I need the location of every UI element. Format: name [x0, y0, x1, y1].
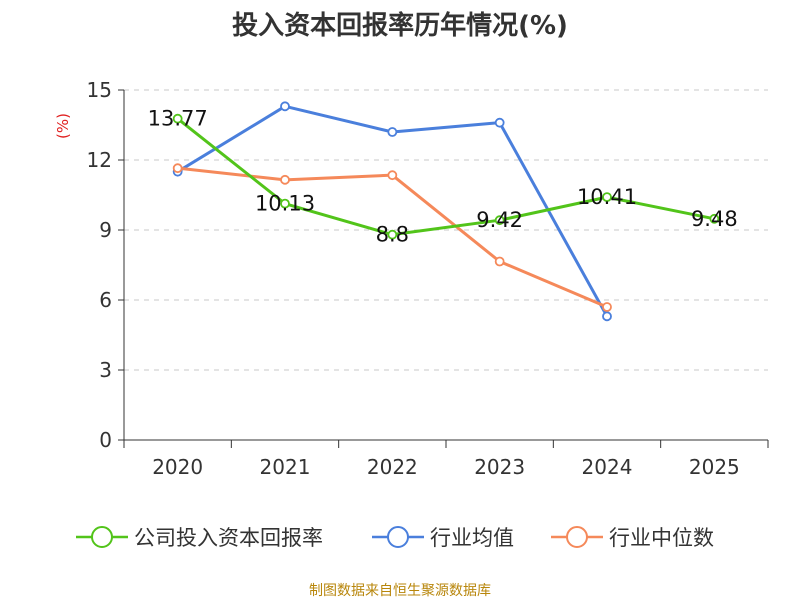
series-point-2	[280, 174, 290, 185]
series-point-0	[709, 213, 720, 224]
data-label: 9.42	[476, 208, 523, 232]
legend-marker	[387, 526, 409, 548]
y-axis-unit: (%)	[54, 113, 72, 139]
series-point-0	[494, 215, 505, 226]
data-label: 8.8	[376, 223, 409, 247]
series-point-2	[387, 170, 398, 181]
legend-label: 行业均值	[430, 526, 514, 550]
chart-title: 投入资本回报率历年情况(%)	[232, 10, 568, 41]
data-label: 9.48	[691, 207, 738, 231]
legend: 公司投入资本回报率 行业均值 行业中位数	[76, 526, 714, 550]
legend-label: 公司投入资本回报率	[134, 526, 323, 550]
y-tick-label: 3	[99, 358, 112, 382]
series-point-1	[280, 101, 290, 112]
x-tick-label: 2025	[689, 455, 740, 479]
series-point-2	[494, 256, 505, 267]
x-tick-label: 2023	[474, 455, 525, 479]
x-tick-label: 2022	[367, 455, 418, 479]
series-group	[172, 101, 720, 322]
x-tick-label: 2021	[260, 455, 311, 479]
series-point-1	[602, 311, 612, 322]
series-line-0	[176, 117, 715, 237]
y-tick-label: 15	[87, 78, 112, 102]
data-label: 10.41	[577, 185, 637, 209]
series-point-2	[172, 163, 183, 174]
series-point-0	[387, 229, 398, 240]
y-tick-label: 9	[99, 218, 112, 242]
legend-item-0[interactable]: 公司投入资本回报率	[76, 526, 323, 550]
legend-marker	[566, 526, 588, 548]
grid-lines	[124, 89, 768, 371]
legend-item-1[interactable]: 行业均值	[372, 526, 514, 550]
series-point-0	[280, 198, 290, 209]
series-point-2	[602, 302, 612, 312]
data-label: 10.13	[255, 192, 315, 216]
data-labels: 13.77 10.13 8.8 9.42 10.41 9.48	[148, 107, 738, 247]
series-point-0	[172, 113, 183, 124]
x-tick-label: 2024	[582, 455, 633, 479]
legend-label: 行业中位数	[609, 526, 714, 550]
y-tick-label: 12	[87, 148, 112, 172]
data-label: 13.77	[148, 107, 208, 131]
legend-marker	[91, 526, 113, 548]
series-point-0	[602, 192, 612, 203]
series-point-1	[494, 117, 505, 128]
y-tick-label: 6	[99, 288, 112, 312]
axes: 0 3 6 9 12 15 2020 2021 2022 2023 2024 2025	[87, 78, 769, 479]
source-note: 制图数据来自恒生聚源数据库	[309, 583, 491, 599]
series-point-1	[387, 127, 398, 137]
y-tick-label: 0	[99, 428, 112, 452]
x-tick-label: 2020	[152, 455, 203, 479]
legend-item-2[interactable]: 行业中位数	[551, 526, 714, 550]
